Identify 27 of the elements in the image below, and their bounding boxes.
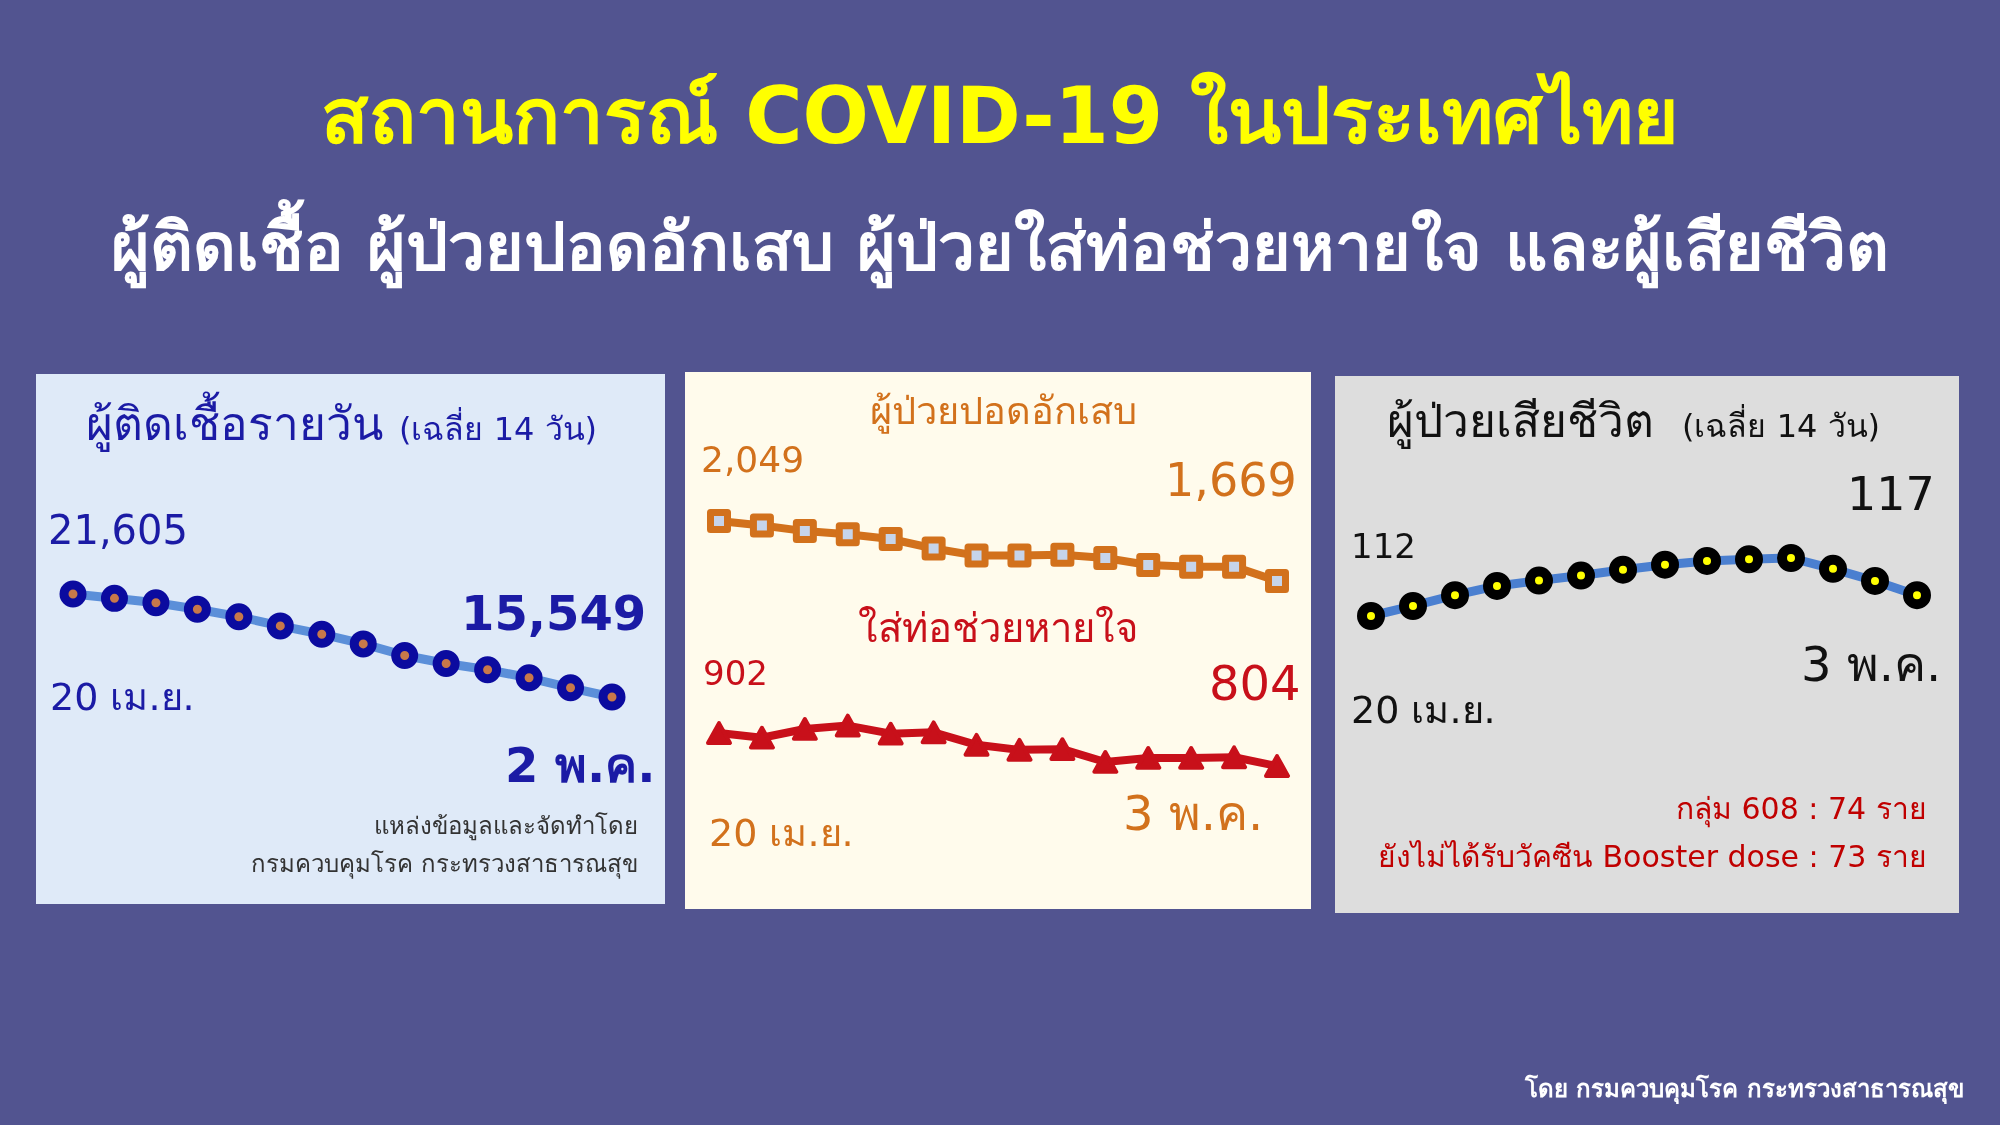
chart-title: ผู้ติดเชื้อรายวัน: [86, 382, 383, 462]
text: ยังไม่ได้รับวัคซีน Booster dose : 73 ราย: [1378, 837, 1927, 875]
text: 2 พ.ค.: [505, 737, 656, 795]
value-label: 21,605: [48, 506, 188, 554]
text: กลุ่ม 608 : 74 ราย: [1676, 789, 1927, 830]
value-label: 112: [1351, 526, 1416, 567]
chart-subtitle: (เฉลี่ย 14 วัน): [399, 400, 598, 449]
series-name: ผู้ป่วยปอดอักเสบ: [869, 388, 1137, 436]
value-label: 15,549: [461, 585, 647, 643]
value-label: 2,049: [701, 438, 805, 482]
chart-subtitle: (เฉลี่ย 14 วัน): [1682, 397, 1881, 446]
text: 3 พ.ค.: [1801, 636, 1942, 694]
text: โดย กรมควบคุมโรค กระทรวงสาธารณสุข: [1525, 1075, 1964, 1106]
value-label: 117: [1847, 467, 1935, 523]
series-name: ใส่ท่อช่วยหายใจ: [858, 603, 1138, 652]
text: 20 เม.ย.: [50, 675, 195, 721]
text: กรมควบคุมโรค กระทรวงสาธารณสุข: [251, 850, 638, 881]
value-label: 1,669: [1165, 453, 1297, 509]
text: 20 เม.ย.: [1351, 688, 1496, 734]
text: ผู้ติดเชื้อ ผู้ป่วยปอดอักเสบ ผู้ป่วยใส่ท่อช่วยหายใจ และผู้เสียชีวิต: [111, 187, 1889, 302]
text: แหล่งข้อมูลและจัดทำโดย: [374, 810, 638, 843]
text: สถานการณ์ COVID-19 ในประเทศไทย: [321, 69, 1680, 163]
text: 20 เม.ย.: [709, 811, 854, 857]
chart-title: ผู้ป่วยเสียชีวิต: [1387, 392, 1654, 451]
value-label: 902: [703, 653, 768, 694]
text: 3 พ.ค.: [1123, 785, 1264, 843]
value-label: 804: [1209, 655, 1301, 713]
